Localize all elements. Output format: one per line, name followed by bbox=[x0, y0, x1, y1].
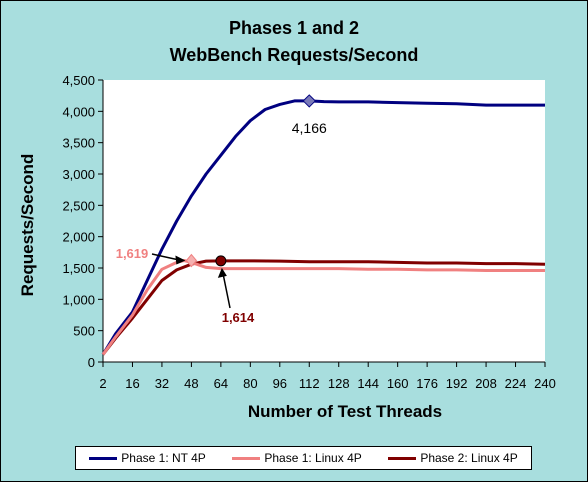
y-tick-label: 3,500 bbox=[62, 136, 95, 151]
x-tick-label: 64 bbox=[214, 376, 228, 391]
y-tick-label: 500 bbox=[73, 324, 95, 339]
x-tick-label: 80 bbox=[243, 376, 257, 391]
chart-title-line-1: Phases 1 and 2 bbox=[228, 18, 360, 38]
peak-marker-linux4p-phase1 bbox=[185, 253, 198, 268]
x-tick-label: 32 bbox=[155, 376, 169, 391]
y-tick-label: 4,000 bbox=[62, 104, 95, 119]
x-tick-label: 96 bbox=[273, 376, 287, 391]
legend-item-linux4p-phase1: Phase 1: Linux 4P bbox=[232, 451, 362, 465]
y-tick-label: 1,500 bbox=[62, 261, 95, 276]
data-label-linux4p-phase1-peak: 1,619 bbox=[116, 246, 149, 261]
series-line-2 bbox=[101, 259, 546, 356]
y-tick-label: 4,500 bbox=[62, 73, 95, 88]
y-tick-label: 1,000 bbox=[62, 292, 95, 307]
x-tick-label: 128 bbox=[328, 376, 350, 391]
x-tick-label: 176 bbox=[416, 376, 438, 391]
x-tick-label: 160 bbox=[387, 376, 409, 391]
x-tick-label: 208 bbox=[475, 376, 497, 391]
data-label-linux4p-phase2-peak: 1,614 bbox=[222, 310, 255, 325]
legend-label-linux4p-phase2: Phase 2: Linux 4P bbox=[420, 451, 518, 465]
legend-item-nt4p: Phase 1: NT 4P bbox=[89, 451, 206, 465]
legend-swatch-linux4p-phase1 bbox=[232, 456, 261, 460]
peak-marker-nt4p bbox=[302, 94, 316, 108]
series-line-1 bbox=[101, 259, 545, 356]
data-label-nt4p-peak: 4,166 bbox=[292, 120, 327, 136]
x-tick-label: 2 bbox=[99, 376, 106, 391]
y-tick-label: 0 bbox=[88, 355, 95, 370]
y-tick-label: 2,500 bbox=[62, 198, 95, 213]
arrowhead-linux4p-phase1 bbox=[175, 255, 186, 265]
legend-swatch-linux4p-phase2 bbox=[388, 456, 417, 460]
y-tick-label: 2,000 bbox=[62, 230, 95, 245]
peak-marker-linux4p-phase2 bbox=[215, 255, 227, 267]
y-tick-label: 3,000 bbox=[62, 167, 95, 182]
legend-label-linux4p-phase1: Phase 1: Linux 4P bbox=[264, 451, 362, 465]
x-tick-label: 16 bbox=[125, 376, 139, 391]
x-tick-label: 224 bbox=[505, 376, 527, 391]
chart-title-line-2: WebBench Requests/Second bbox=[169, 45, 419, 65]
x-tick-label: 240 bbox=[534, 376, 556, 391]
y-axis-label: Requests/Second bbox=[18, 153, 37, 297]
arrowhead-linux4p-phase2 bbox=[217, 267, 227, 278]
x-tick-label: 192 bbox=[446, 376, 468, 391]
arrow-line-linux4p-phase2 bbox=[222, 272, 231, 309]
x-tick-label: 48 bbox=[184, 376, 198, 391]
x-tick-label: 144 bbox=[357, 376, 379, 391]
legend-item-linux4p-phase2: Phase 2: Linux 4P bbox=[388, 451, 518, 465]
x-tick-label: 112 bbox=[299, 376, 320, 391]
series-line-0 bbox=[101, 99, 545, 356]
x-axis-label: Number of Test Threads bbox=[247, 402, 443, 421]
legend: Phase 1: NT 4P Phase 1: Linux 4P Phase 2… bbox=[75, 446, 532, 470]
legend-label-nt4p: Phase 1: NT 4P bbox=[121, 451, 206, 465]
legend-swatch-nt4p bbox=[89, 456, 118, 460]
